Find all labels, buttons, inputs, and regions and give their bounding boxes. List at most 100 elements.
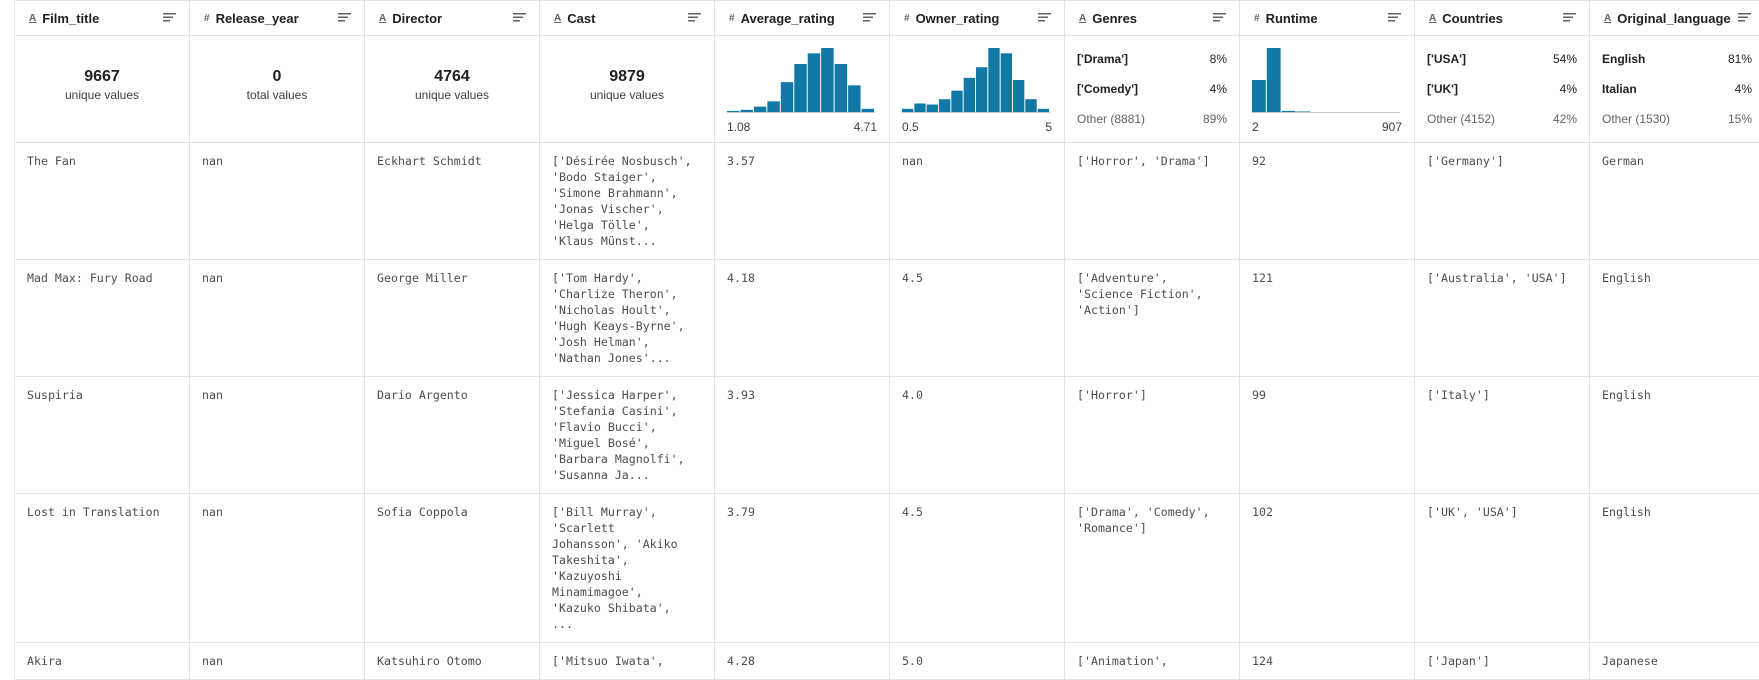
sort-icon-bar xyxy=(338,16,348,18)
type-icon: A xyxy=(554,12,562,24)
histogram-bar xyxy=(1013,80,1025,112)
table-cell: ['Italy'] xyxy=(1415,377,1590,494)
histogram-bar xyxy=(951,90,963,112)
table-cell: Akira xyxy=(15,643,190,680)
sort-icon xyxy=(1388,13,1401,22)
histogram-bar xyxy=(821,48,834,112)
sort-icon-bar xyxy=(163,16,173,18)
sort-icon-bar xyxy=(688,16,698,18)
column-header[interactable]: # Release_year xyxy=(190,0,365,36)
table-cell: Japanese xyxy=(1590,643,1759,680)
column-header[interactable]: A Film_title xyxy=(15,0,190,36)
table-cell: Sofia Coppola xyxy=(365,494,540,643)
top-value: ['Drama'] 8% xyxy=(1077,52,1227,66)
top-value: Italian 4% xyxy=(1602,82,1752,96)
table-cell: ['Bill Murray', 'Scarlett Johansson', 'A… xyxy=(540,494,715,643)
table-cell: Mad Max: Fury Road xyxy=(15,260,190,377)
histogram-bar xyxy=(988,48,1000,112)
sort-icon-bar xyxy=(688,20,695,22)
column-summary: ['Drama'] 8% ['Comedy'] 4% Other (8881) 89% xyxy=(1065,36,1240,143)
histogram xyxy=(727,48,875,113)
column-header[interactable]: # Owner_rating xyxy=(890,0,1065,36)
table-cell: English xyxy=(1590,377,1759,494)
histogram-bar xyxy=(1037,108,1049,112)
histogram-bar xyxy=(767,101,780,112)
top-value: ['UK'] 4% xyxy=(1427,82,1577,96)
histogram-min: 1.08 xyxy=(727,120,751,134)
histogram-bar xyxy=(794,64,807,112)
top-value: Other (4152) 42% xyxy=(1427,112,1577,126)
sort-icon-bar xyxy=(1563,16,1573,18)
top-value: ['USA'] 54% xyxy=(1427,52,1577,66)
column-name: Owner_rating xyxy=(915,10,1000,26)
table-cell: 121 xyxy=(1240,260,1415,377)
histogram-bar xyxy=(1000,53,1012,112)
table-cell: 4.5 xyxy=(890,494,1065,643)
table-cell: nan xyxy=(190,377,365,494)
summary-count: 9879 xyxy=(609,68,645,85)
top-value-label: ['USA'] xyxy=(1427,52,1467,66)
histogram-bar xyxy=(861,108,874,112)
top-value-label: Other (4152) xyxy=(1427,112,1496,126)
column-header[interactable]: A Countries xyxy=(1415,0,1590,36)
table-cell: ['Désirée Nosbusch', 'Bodo Staiger', 'Si… xyxy=(540,143,715,260)
histogram-max: 907 xyxy=(1381,120,1402,134)
type-icon: A xyxy=(1079,12,1087,24)
sort-icon-bar xyxy=(1738,16,1748,18)
data-table: A Film_title # Release_year A Director A Cast # A… xyxy=(14,0,1759,680)
histogram-bar xyxy=(963,77,975,112)
sort-icon-bar xyxy=(1038,16,1048,18)
column-header[interactable]: A Director xyxy=(365,0,540,36)
column-summary: 0 total values xyxy=(190,36,365,143)
column-summary: English 81% Italian 4% Other (1530) 15% xyxy=(1590,36,1759,143)
table-cell: 4.0 xyxy=(890,377,1065,494)
sort-icon xyxy=(1213,13,1226,22)
table-cell: nan xyxy=(190,494,365,643)
sort-icon-bar xyxy=(163,20,170,22)
sort-icon-bar xyxy=(513,16,523,18)
table-cell: 4.28 xyxy=(715,643,890,680)
column-name: Film_title xyxy=(42,10,100,26)
histogram xyxy=(1252,48,1400,113)
histogram-bar xyxy=(1281,110,1296,112)
column-header[interactable]: A Genres xyxy=(1065,0,1240,36)
table-cell: Dario Argento xyxy=(365,377,540,494)
column-header[interactable]: # Runtime xyxy=(1240,0,1415,36)
sort-icon-bar xyxy=(1388,20,1395,22)
histogram-bar xyxy=(1296,111,1311,112)
top-value: Other (1530) 15% xyxy=(1602,112,1752,126)
top-value-percent: 4% xyxy=(1734,82,1752,96)
table-cell: 124 xyxy=(1240,643,1415,680)
column-summary: ['USA'] 54% ['UK'] 4% Other (4152) 42% xyxy=(1415,36,1590,143)
type-icon: # xyxy=(1254,12,1260,24)
column-header[interactable]: # Average_rating xyxy=(715,0,890,36)
table-cell: ['Tom Hardy', 'Charlize Theron', 'Nichol… xyxy=(540,260,715,377)
type-icon: # xyxy=(729,12,735,24)
table-cell: ['Australia', 'USA'] xyxy=(1415,260,1590,377)
top-value-percent: 42% xyxy=(1552,112,1577,126)
histogram-bar xyxy=(848,85,861,112)
column-header[interactable]: A Cast xyxy=(540,0,715,36)
column-name: Runtime xyxy=(1265,10,1318,26)
sort-icon-bar xyxy=(863,16,873,18)
sort-icon-bar xyxy=(1038,20,1045,22)
column-name: Cast xyxy=(567,10,596,26)
table-cell: The Fan xyxy=(15,143,190,260)
histogram-bar xyxy=(1025,99,1037,112)
sort-icon-bar xyxy=(513,20,520,22)
top-value: English 81% xyxy=(1602,52,1752,66)
sort-icon-bar xyxy=(688,13,701,15)
table-cell: ['Japan'] xyxy=(1415,643,1590,680)
sort-icon xyxy=(513,13,526,22)
top-value-label: English xyxy=(1602,52,1646,66)
sort-icon-bar xyxy=(1563,20,1570,22)
column-header[interactable]: A Original_language xyxy=(1590,0,1759,36)
sort-icon-bar xyxy=(1563,13,1576,15)
table-cell: German xyxy=(1590,143,1759,260)
histogram-bar xyxy=(976,67,988,112)
top-value: Other (8881) 89% xyxy=(1077,112,1227,126)
summary-caption: total values xyxy=(246,88,308,102)
table-cell: ['Horror', 'Drama'] xyxy=(1065,143,1240,260)
top-value-percent: 15% xyxy=(1727,112,1752,126)
table-cell: 92 xyxy=(1240,143,1415,260)
